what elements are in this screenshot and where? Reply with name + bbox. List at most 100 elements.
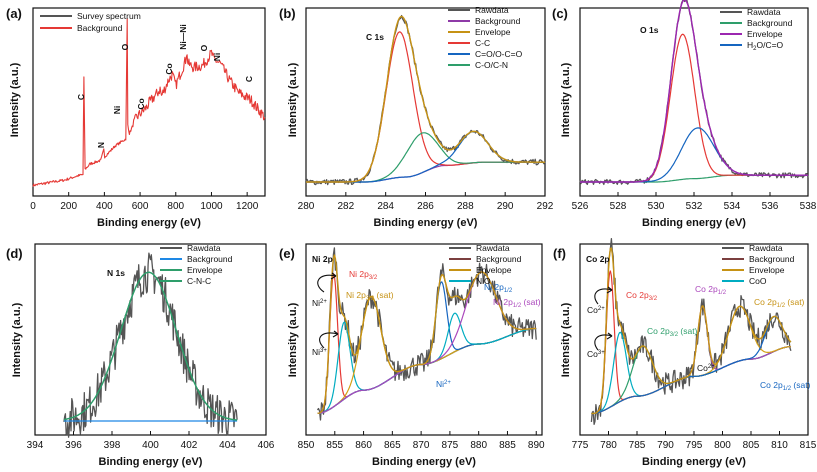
envelope-line <box>580 0 808 183</box>
x-tick-label: 282 <box>337 201 354 212</box>
panel-label: (e) <box>279 246 295 261</box>
legend-entry: Rawdata <box>747 7 781 17</box>
x-tick-label: 534 <box>724 201 741 212</box>
plot-frame <box>32 7 266 197</box>
x-tick-label: 815 <box>800 440 817 451</box>
x-tick-label: 805 <box>743 440 760 451</box>
x-tick-label: 865 <box>384 440 401 451</box>
peak-annotation: Co2+ <box>587 305 605 315</box>
peak-annotation: Co 2p1/2 (sat) <box>760 380 811 392</box>
x-tick-label: 890 <box>528 440 545 451</box>
peak-annotation: Co3+ <box>587 349 605 359</box>
x-tick-label: 288 <box>457 201 474 212</box>
spectrum-title: Ni 2p <box>312 254 333 264</box>
x-tick-label: 0 <box>30 201 36 212</box>
panel-e-ni2p: (e) Binding energy (eV) Intensity (a.u.) 85… <box>279 243 545 468</box>
x-tick-label: 396 <box>65 440 82 451</box>
x-tick-label: 600 <box>132 201 149 212</box>
legend-entry: Rawdata <box>476 243 510 253</box>
x-tick-label: 780 <box>600 440 617 451</box>
x-tick-label: 875 <box>442 440 459 451</box>
x-tick-label: 536 <box>762 201 779 212</box>
legend-entry: Background <box>475 16 521 26</box>
legend-entry: C-N-C <box>187 276 211 286</box>
x-tick-label: 402 <box>181 440 198 451</box>
spectrum-title: N 1s <box>107 268 125 278</box>
legend-entry: NiO <box>476 276 491 286</box>
arrow-icon <box>594 286 613 305</box>
envelope-line <box>317 254 537 414</box>
x-tick-label: 810 <box>771 440 788 451</box>
panel-a-survey: (a) Binding energy (eV) Intensity (a.u.) 0 2… <box>6 6 266 229</box>
panel-c-o1s: (c) Binding energy (eV) Intensity (a.u.) 52… <box>552 0 817 229</box>
legend-entry: C=O/O-C=O <box>475 49 523 59</box>
x-tick-label: 284 <box>377 201 394 212</box>
y-axis-label: Intensity (a.u.) <box>11 302 23 377</box>
x-axis-label: Binding energy (eV) <box>97 217 201 229</box>
legend-entry: Background <box>77 23 123 33</box>
peak-annotation: C <box>244 76 254 82</box>
x-tick-label: 286 <box>417 201 434 212</box>
x-tick-label: 1200 <box>236 201 259 212</box>
peak-annotation: Co 2p3/2 (sat) <box>647 326 698 338</box>
x-tick-label: 795 <box>686 440 703 451</box>
envelope-line <box>306 15 545 183</box>
arrow-icon <box>594 332 613 351</box>
x-axis-label: Binding energy (eV) <box>642 217 746 229</box>
peak-annotation: Co <box>164 63 174 74</box>
peak-annotation: Co <box>136 98 146 109</box>
panel-f-co2p: (f) Binding energy (eV) Intensity (a.u.) 77… <box>553 238 817 468</box>
peak-annotation: O <box>120 43 130 50</box>
x-axis-label: Binding energy (eV) <box>642 456 746 468</box>
peak-annotation: O <box>199 44 209 51</box>
plot-frame <box>305 243 543 436</box>
survey-spectrum-line <box>32 18 266 187</box>
y-axis-label: Intensity (a.u.) <box>287 302 299 377</box>
x-tick-label: 406 <box>258 440 275 451</box>
x-tick-label: 538 <box>800 201 817 212</box>
panel-b-c1s: (b) Binding energy (eV) Intensity (a.u.) 28… <box>279 5 554 229</box>
legend-entry: Envelope <box>749 265 785 275</box>
x-tick-label: 790 <box>657 440 674 451</box>
legend-entry: Rawdata <box>749 243 783 253</box>
y-axis-label: Intensity (a.u.) <box>560 62 572 137</box>
x-tick-label: 394 <box>27 440 44 451</box>
x-tick-label: 785 <box>629 440 646 451</box>
x-tick-label: 800 <box>167 201 184 212</box>
x-tick-label: 530 <box>648 201 665 212</box>
x-tick-label: 775 <box>572 440 589 451</box>
peak-annotation: Co2+ <box>697 363 715 373</box>
legend-entry: Background <box>476 254 522 264</box>
peak-annotation: Ni 2p1/2 <box>484 282 513 294</box>
envelope-line <box>63 271 238 421</box>
y-axis-label: Intensity (a.u.) <box>560 302 572 377</box>
x-tick-label: 855 <box>326 440 343 451</box>
x-tick-label: 885 <box>499 440 516 451</box>
peak-annotation: C <box>76 94 86 100</box>
x-tick-label: 400 <box>96 201 113 212</box>
legend-entry: Envelope <box>747 29 783 39</box>
y-axis-label: Intensity (a.u.) <box>287 62 299 137</box>
y-axis-label: Intensity (a.u.) <box>9 62 21 137</box>
arrow-icon <box>319 330 339 349</box>
x-axis-label: Binding energy (eV) <box>372 456 476 468</box>
legend-entry: Background <box>749 254 795 264</box>
peak-annotation: Ni3+ <box>312 347 327 357</box>
legend-entry: Rawdata <box>475 5 509 15</box>
peak-annotation: N <box>96 142 106 148</box>
legend-entry: Envelope <box>476 265 512 275</box>
x-tick-label: 880 <box>470 440 487 451</box>
x-tick-label: 528 <box>610 201 627 212</box>
legend-entry: Background <box>187 254 233 264</box>
x-tick-label: 290 <box>497 201 514 212</box>
legend-entry: CoO <box>749 276 767 286</box>
panel-label: (d) <box>6 246 23 261</box>
peak-annotation: Co 2p3/2 <box>626 290 658 302</box>
envelope-line <box>591 247 792 415</box>
x-tick-label: 1000 <box>200 201 223 212</box>
x-tick-label: 526 <box>572 201 589 212</box>
x-tick-label: 292 <box>537 201 554 212</box>
panel-label: (b) <box>279 6 296 21</box>
x-tick-label: 532 <box>686 201 703 212</box>
x-axis-label: Binding energy (eV) <box>374 217 478 229</box>
